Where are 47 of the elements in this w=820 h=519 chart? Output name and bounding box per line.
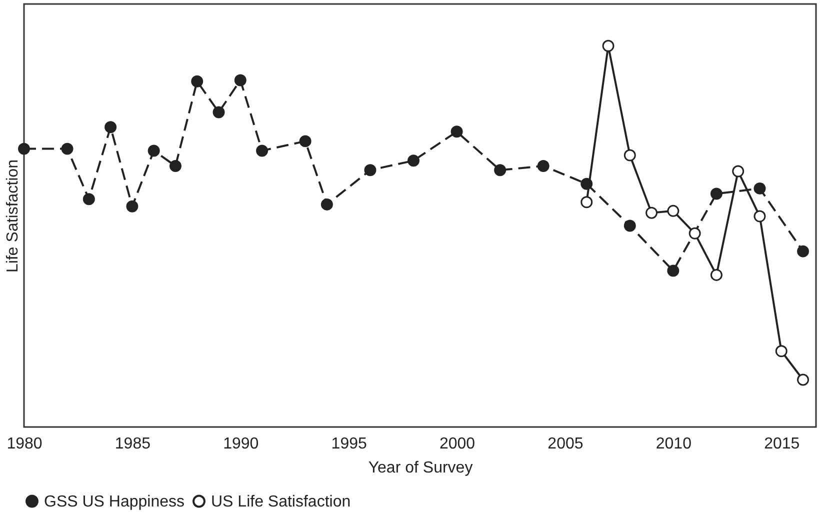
point <box>82 193 95 206</box>
point <box>580 196 593 208</box>
point <box>602 40 614 52</box>
point <box>797 245 810 258</box>
point <box>624 149 636 162</box>
point <box>624 220 636 232</box>
point <box>732 165 744 178</box>
point <box>148 144 160 157</box>
point <box>710 268 722 281</box>
point <box>320 198 333 210</box>
x-tick-label: 2015 <box>764 436 800 452</box>
point <box>104 121 117 134</box>
point <box>754 182 766 194</box>
x-tick-label: 1990 <box>223 436 259 452</box>
point <box>667 204 680 217</box>
point <box>126 200 138 212</box>
point <box>212 106 225 118</box>
point <box>234 74 246 86</box>
x-axis-title: Year of Survey <box>368 460 473 476</box>
x-tick-label: 1995 <box>331 436 367 452</box>
point <box>797 374 810 386</box>
x-tick-label: 1980 <box>6 436 42 452</box>
point <box>256 144 268 157</box>
point <box>18 142 30 155</box>
point <box>580 178 593 190</box>
point <box>537 160 550 172</box>
point <box>646 206 658 219</box>
point <box>191 75 204 88</box>
point <box>61 142 74 155</box>
point <box>710 188 722 200</box>
y-axis-title: Life Satisfaction <box>4 160 22 272</box>
x-tick-label: 2010 <box>656 436 692 452</box>
point <box>667 264 680 277</box>
point <box>364 164 376 176</box>
x-tick-label: 1985 <box>114 436 151 452</box>
point <box>775 345 788 358</box>
point <box>408 154 420 167</box>
point <box>494 164 506 176</box>
point <box>299 135 312 148</box>
x-tick-label: 2005 <box>548 436 584 452</box>
x-tick-label: 2000 <box>439 436 476 452</box>
point <box>169 160 182 172</box>
legend-label: US Life Satisfaction <box>211 493 351 510</box>
legend-label: GSS US Happiness <box>44 493 185 510</box>
point <box>754 210 766 222</box>
point <box>688 227 701 240</box>
point <box>450 126 463 138</box>
